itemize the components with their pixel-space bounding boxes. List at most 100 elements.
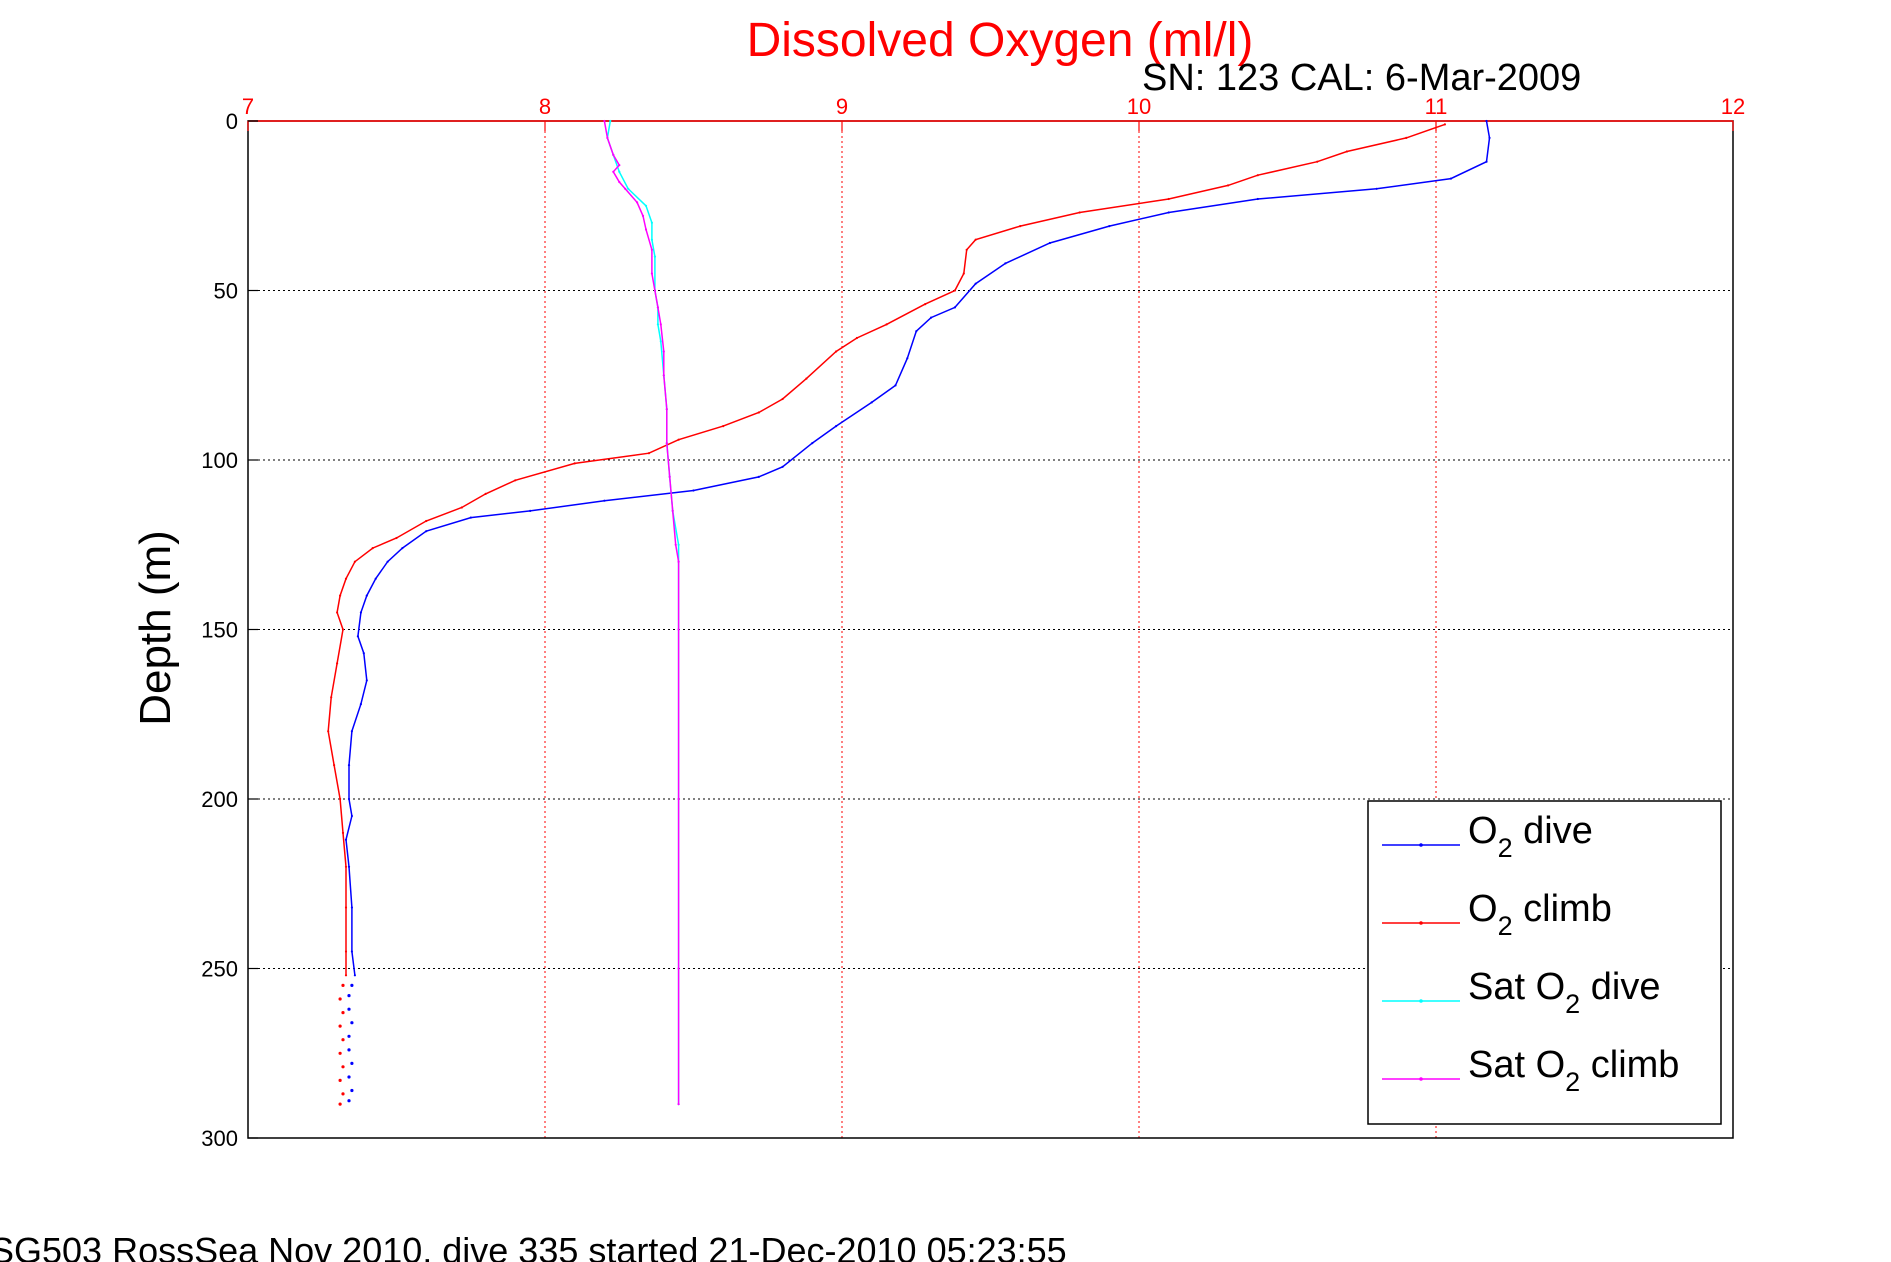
data-point-o2-dive-sparse (347, 1099, 351, 1103)
x-tick-label: 10 (1127, 94, 1151, 119)
data-point-o2-climb (336, 611, 339, 614)
data-point-o2-climb-sparse (338, 1024, 342, 1028)
data-point-o2-dive (1449, 177, 1452, 180)
data-point-o2-dive (347, 865, 351, 868)
data-point-o2-climb (1227, 184, 1230, 187)
data-point-o2-dive (350, 906, 353, 909)
legend-label-subscript: 2 (1498, 833, 1513, 863)
data-point-o2-dive-sparse (350, 983, 354, 988)
data-point-o2-dive (1488, 136, 1491, 139)
data-point-o2-climb (962, 272, 965, 275)
data-point-o2-climb (341, 628, 345, 631)
data-point-o2-dive-sparse (347, 1075, 351, 1079)
data-point-o2-climb (965, 248, 968, 251)
data-point-o2-dive (362, 652, 365, 655)
data-point-sat-o2-climb (659, 323, 662, 326)
data-point-o2-dive (1004, 262, 1007, 265)
data-point-o2-climb (395, 536, 398, 540)
y-tick-label: 300 (201, 1126, 238, 1151)
data-point-sat-o2-climb (671, 509, 674, 512)
x-tick-label: 7 (242, 94, 254, 119)
series-lines (327, 119, 1491, 1106)
data-point-o2-climb (514, 479, 517, 482)
data-point-o2-dive (1167, 211, 1170, 214)
data-point-sat-o2-climb (612, 170, 615, 173)
data-point-o2-climb (339, 594, 342, 597)
data-point-o2-dive (425, 530, 428, 533)
legend-label-main: O (1468, 888, 1498, 930)
data-point-o2-climb-sparse (341, 983, 345, 988)
data-point-o2-climb (336, 662, 339, 665)
data-point-o2-dive (1108, 225, 1111, 228)
legend-label: Sat O2 dive (1468, 966, 1660, 1019)
data-point-o2-climb (1316, 160, 1319, 163)
data-point-o2-dive-sparse (347, 1034, 351, 1038)
data-point-o2-climb (885, 323, 888, 326)
axis-ticks: 7 8 9 10 11 12 0 50 100 150 200 250 300 (201, 94, 1745, 1151)
data-point-o2-climb-sparse (341, 1065, 345, 1069)
data-point-o2-dive (894, 384, 897, 387)
data-point-sat-o2-climb (612, 153, 615, 156)
data-point-o2-dive (603, 499, 606, 502)
data-point-o2-dive (1256, 197, 1259, 201)
data-point-o2-climb (677, 438, 680, 441)
data-point-o2-climb (353, 560, 356, 563)
data-point-o2-dive (350, 950, 353, 953)
data-point-o2-dive (469, 516, 472, 519)
data-point-o2-climb (1078, 211, 1081, 214)
data-point-o2-dive (529, 509, 532, 512)
x-tick-label: 11 (1425, 94, 1448, 119)
data-point-o2-dive (692, 489, 695, 492)
data-point-sat-o2-climb (677, 797, 680, 801)
data-point-o2-climb-sparse (338, 1078, 342, 1082)
y-tick-label: 50 (214, 279, 238, 304)
data-point-o2-dive (915, 330, 918, 333)
legend-box (1367, 800, 1722, 1125)
chart-title: Dissolved Oxygen (ml/l) (747, 14, 1254, 67)
data-point-o2-dive (781, 465, 784, 468)
footer-caption: SG503 RossSea Nov 2010, dive 335 started… (0, 1230, 1067, 1262)
data-point-sat-o2-climb (636, 201, 639, 204)
data-point-sat-o2-climb (650, 248, 654, 251)
data-point-o2-climb (757, 411, 760, 414)
data-point-o2-climb (835, 350, 838, 353)
legend-label: O2 dive (1468, 810, 1593, 863)
data-point-sat-o2-climb (665, 408, 668, 411)
data-point-sat-o2-climb (644, 228, 648, 231)
data-point-sat-o2-climb (677, 628, 680, 631)
data-point-sat-o2-climb (624, 187, 627, 190)
data-point-sat-o2-dive (659, 340, 662, 343)
data-point-o2-climb (924, 303, 927, 306)
data-point-o2-climb (1405, 136, 1408, 139)
data-point-o2-dive-sparse (347, 1007, 351, 1011)
y-tick-label: 200 (201, 787, 238, 812)
data-point-sat-o2-dive (609, 119, 612, 123)
data-point-o2-climb (1345, 150, 1348, 153)
data-point-sat-o2-dive (656, 323, 660, 326)
data-point-o2-climb (339, 797, 342, 801)
legend-label-rest: dive (1513, 810, 1593, 852)
legend-label: O2 climb (1468, 888, 1612, 941)
data-point-o2-climb-sparse (341, 1092, 345, 1096)
data-point-o2-dive (374, 577, 377, 580)
data-point-o2-dive (401, 547, 404, 550)
data-point-o2-dive-sparse (347, 1048, 351, 1052)
legend-label-rest: climb (1580, 1044, 1679, 1086)
series-line-o2-dive (345, 120, 1491, 976)
data-point-o2-dive (347, 797, 351, 801)
data-point-o2-climb-sparse (338, 1102, 342, 1106)
data-point-o2-dive (350, 814, 353, 818)
data-point-o2-dive (344, 838, 348, 841)
data-point-o2-climb (1256, 174, 1259, 177)
data-point-o2-dive (353, 974, 356, 977)
data-point-o2-dive (359, 703, 362, 706)
data-point-sat-o2-dive (644, 204, 648, 207)
data-point-o2-dive (365, 679, 368, 682)
data-point-o2-dive (359, 611, 362, 614)
data-point-o2-climb (327, 730, 330, 733)
x-tick-label: 12 (1721, 94, 1745, 119)
data-point-o2-climb (781, 397, 784, 401)
data-point-o2-climb (484, 492, 487, 495)
data-point-sat-o2-climb (603, 119, 606, 123)
data-point-o2-climb (805, 377, 808, 380)
